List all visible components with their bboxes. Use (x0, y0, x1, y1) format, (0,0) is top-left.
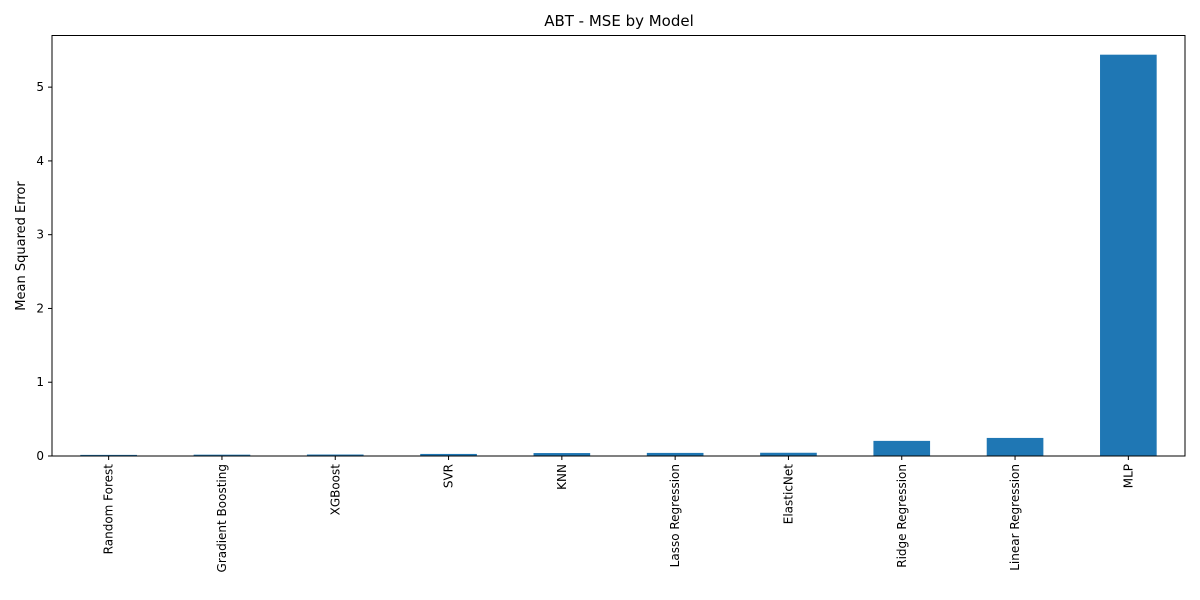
bar-lasso-regression (646, 452, 704, 456)
x-tick-label: SVR (442, 464, 456, 488)
chart-title: ABT - MSE by Model (544, 12, 694, 30)
bar-gradient-boosting (193, 454, 251, 456)
x-tick-label: ElasticNet (781, 464, 795, 525)
y-axis-label: Mean Squared Error (14, 181, 29, 311)
x-tick-label: Random Forest (102, 464, 116, 555)
x-tick-label: KNN (555, 464, 569, 490)
plot-frame (51, 35, 1186, 457)
x-tick-label: Ridge Regression (895, 464, 909, 568)
bar-mlp (1100, 54, 1157, 457)
x-tick-label: MLP (1121, 464, 1135, 488)
y-ticks-group: 0 1 2 3 4 5 (36, 80, 52, 463)
bar-random-forest (80, 454, 137, 456)
bar-xgboost (306, 454, 364, 456)
x-tick-label: Gradient Boosting (215, 464, 229, 572)
y-tick-label: 5 (36, 80, 44, 94)
y-tick-label: 4 (36, 154, 44, 168)
bars-group (80, 54, 1157, 457)
x-tick-label: XGBoost (328, 464, 342, 516)
bar-svr (420, 453, 477, 456)
y-tick-label: 0 (36, 449, 44, 463)
y-tick-label: 1 (36, 375, 44, 389)
bar-knn (533, 453, 591, 456)
y-tick-label: 2 (36, 301, 44, 315)
x-ticks-group: Random Forest Gradient Boosting XGBoost SVR… (102, 456, 1135, 572)
y-tick-label: 3 (36, 228, 44, 242)
bar-ridge-regression (873, 440, 931, 456)
bar-linear-regression (986, 437, 1044, 456)
x-tick-label: Linear Regression (1008, 464, 1022, 571)
bar-elasticnet (760, 452, 817, 456)
x-tick-label: Lasso Regression (668, 464, 682, 567)
